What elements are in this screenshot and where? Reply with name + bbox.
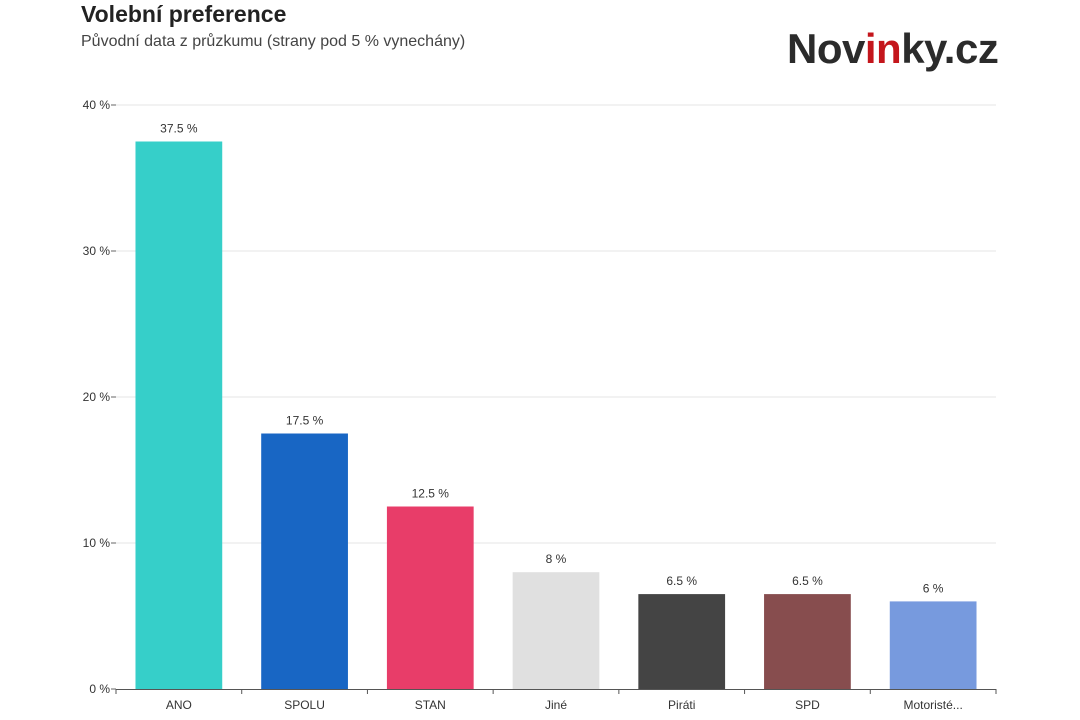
- bar-2: [386, 506, 474, 689]
- logo-text-end: ky.cz: [901, 25, 999, 72]
- data-label: 6 %: [923, 581, 944, 595]
- logo-text-start: Nov: [787, 25, 865, 72]
- bar-3: [512, 572, 600, 689]
- category-label: STAN: [415, 698, 446, 712]
- logo-text-accent: in: [864, 25, 902, 72]
- data-label: 12.5 %: [412, 487, 450, 501]
- bar-5: [764, 594, 851, 689]
- data-label: 6.5 %: [792, 574, 823, 588]
- category-label: ANO: [166, 698, 192, 712]
- data-label: 6.5 %: [666, 574, 697, 588]
- category-label: Jiné: [545, 698, 567, 712]
- chart-subtitle: Původní data z průzkumu (strany pod 5 % …: [81, 33, 466, 50]
- data-label: 17.5 %: [286, 414, 324, 428]
- bar-1: [261, 433, 348, 689]
- y-tick-label: 0 %: [89, 682, 110, 696]
- bar-4: [638, 594, 726, 689]
- y-tick-label: 40 %: [83, 98, 111, 112]
- category-label: SPOLU: [284, 698, 325, 712]
- chart-title: Volební preference: [81, 1, 287, 27]
- y-tick-label: 10 %: [83, 536, 111, 550]
- data-label: 8 %: [546, 552, 567, 566]
- bar-0: [135, 141, 223, 689]
- y-tick-label: 20 %: [83, 390, 111, 404]
- category-label: SPD: [795, 698, 820, 712]
- novinky-logo[interactable]: Novinky.cz: [787, 25, 999, 72]
- bar-6: [889, 601, 977, 689]
- data-label: 37.5 %: [160, 122, 198, 136]
- category-label: Piráti: [668, 698, 695, 712]
- category-label: Motoristé...: [903, 698, 962, 712]
- y-tick-label: 30 %: [83, 244, 111, 258]
